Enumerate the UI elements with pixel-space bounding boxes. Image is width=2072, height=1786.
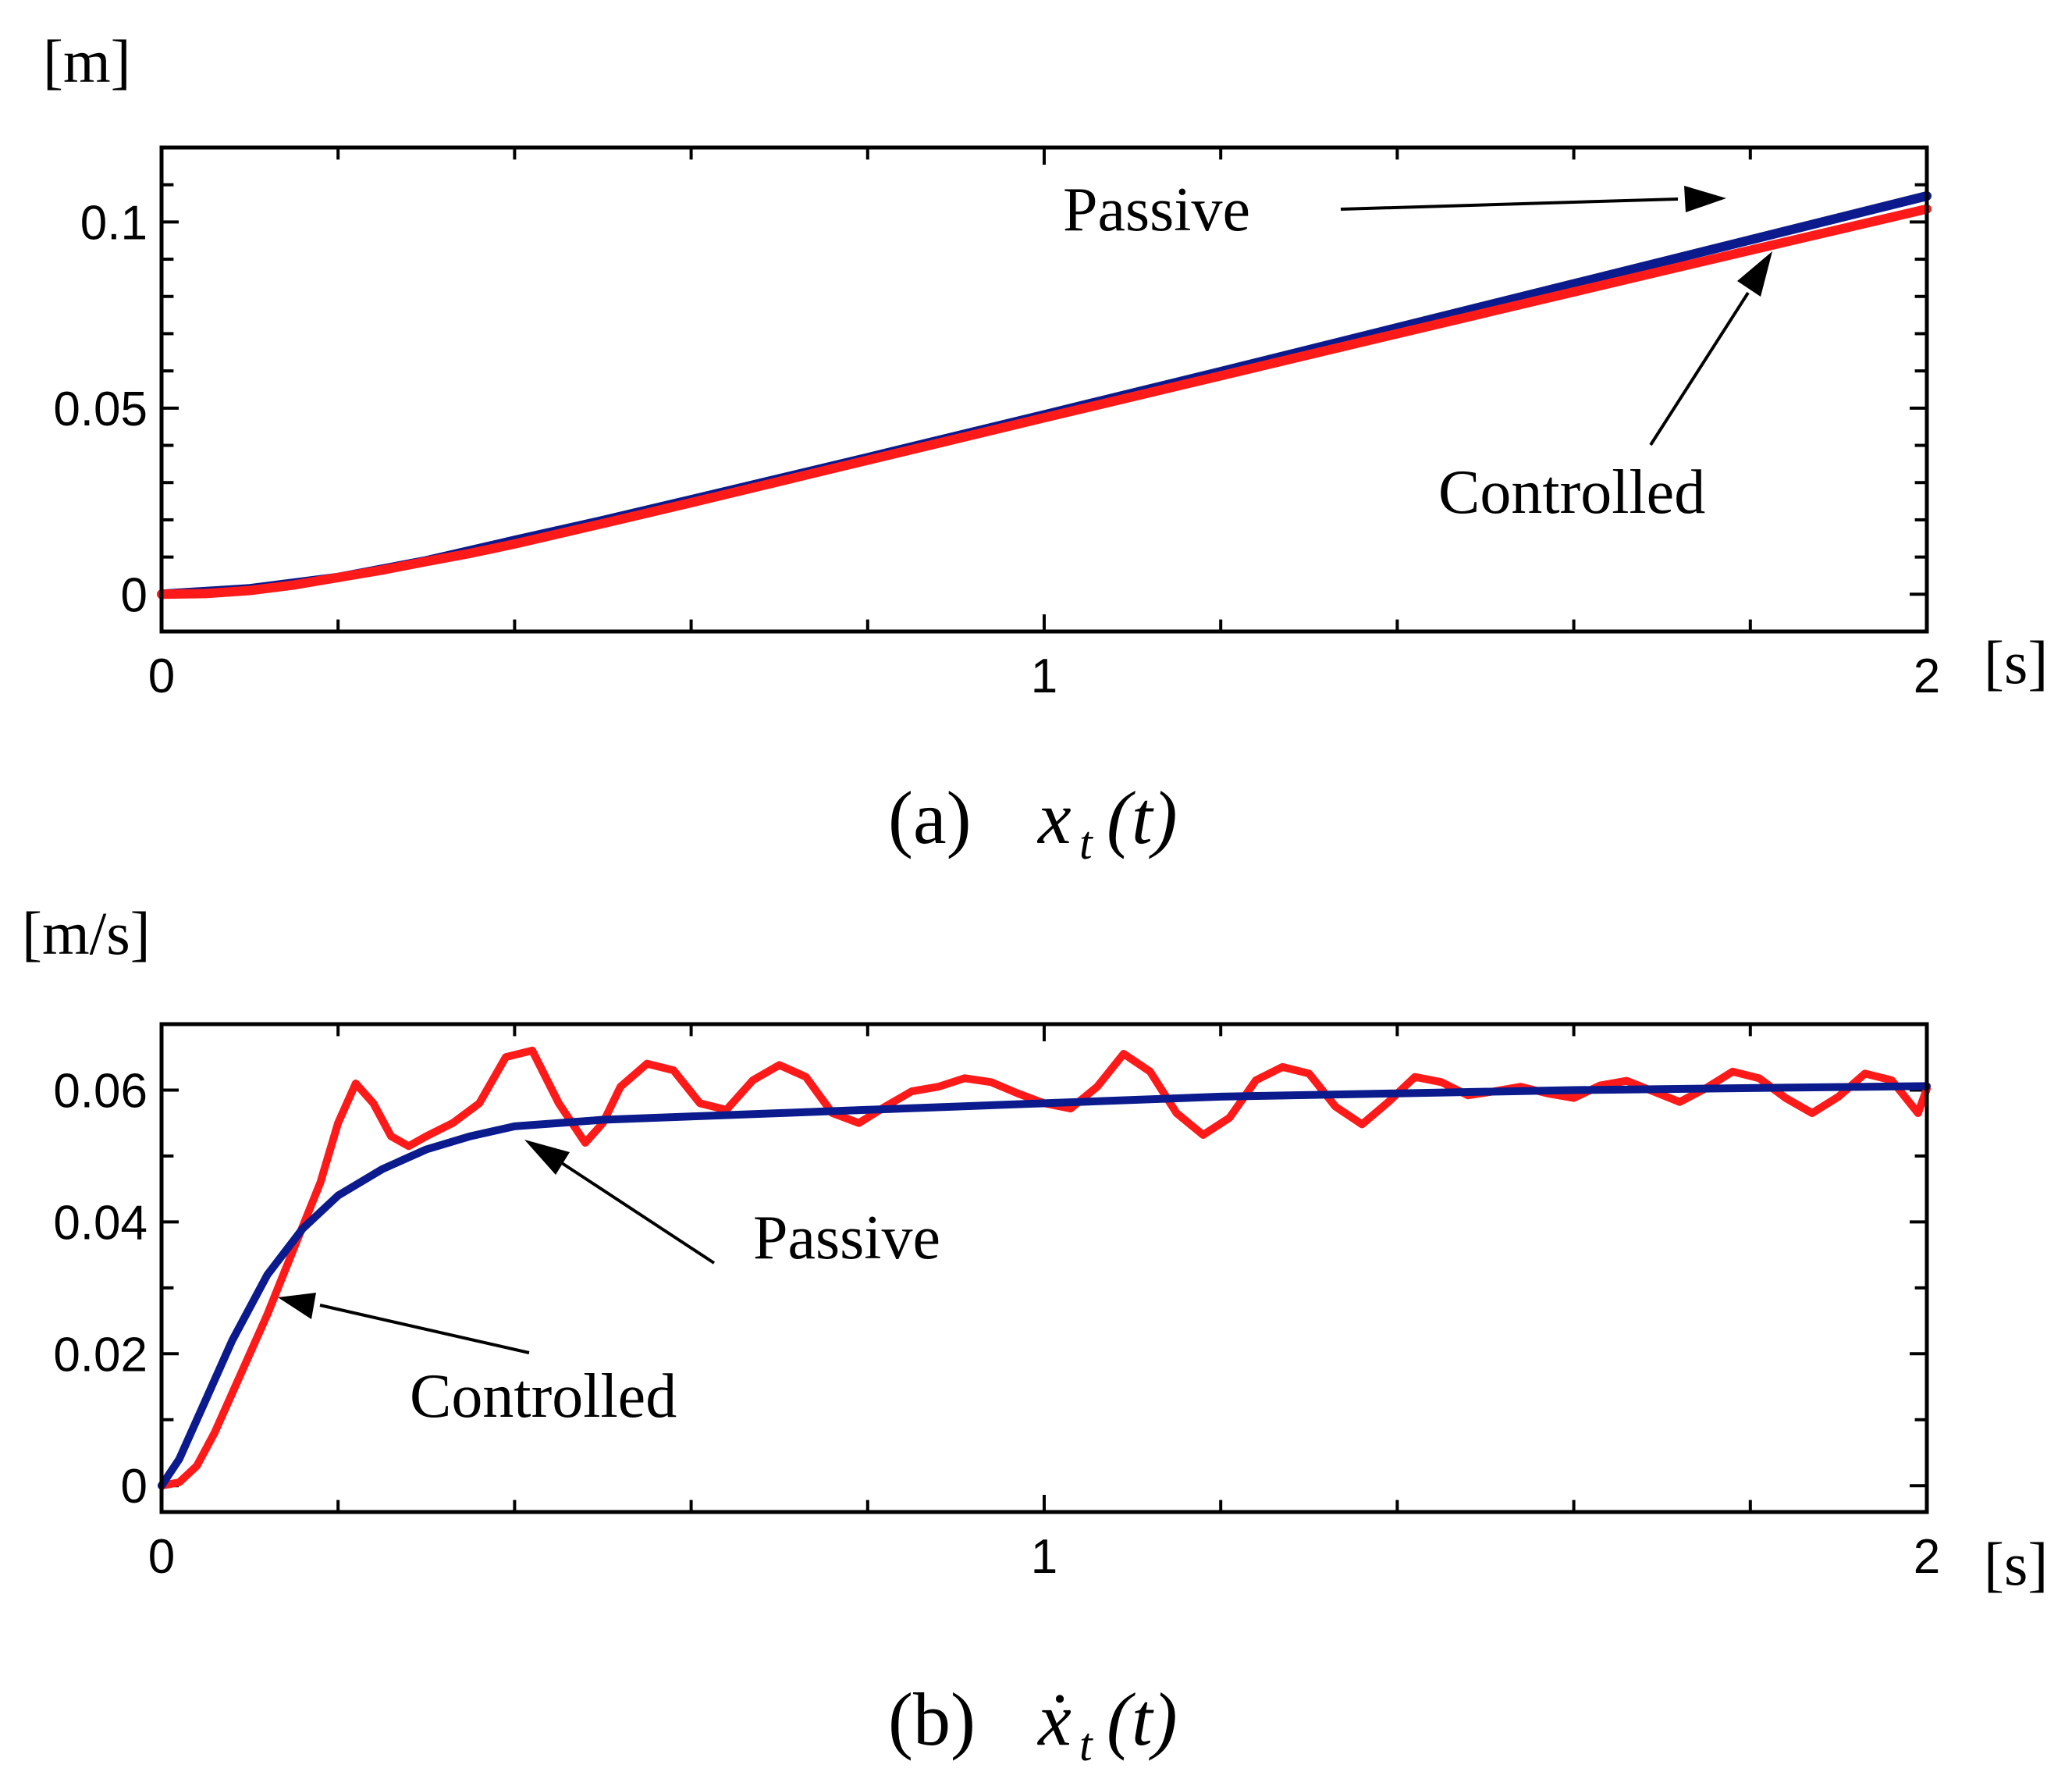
panel-b-controlled-label: Controlled [410,1362,677,1431]
panel-a-controlled-arrow-head [1737,251,1772,297]
panel-a-annotations: Passive Controlled [1063,176,1772,527]
panel-b-passive-arrow-head [524,1140,570,1175]
panel-b-series [158,1046,1931,1490]
panel-b-series-controlled [158,1046,1931,1490]
panel-a-ytick-label: 0 [121,568,147,622]
panel-b-x-unit: [s] [1984,1530,2048,1598]
panel-b-passive-arrow-line [560,1162,716,1265]
panel-a-x-unit: [s] [1984,628,2048,696]
panel-b-caption: (b) ẋ t (t) [888,1677,1178,1770]
panel-a-ticks: 0 1 2 0 0.05 0.1 [53,148,1940,703]
panel-a-ytick-label: 0.05 [53,382,147,436]
panel-b-velocity-plot: [m/s] [s] 0 1 2 0 0.02 0.04 0.06 Passive Contr… [22,899,2048,1770]
panel-b-controlled-arrow-head [278,1293,316,1319]
panel-a-caption-symbol: x [1036,776,1072,859]
panel-b-ytick-label: 0.06 [53,1064,147,1118]
panel-b-controlled-arrow-line [319,1304,530,1354]
panel-a-position-plot: [m] [s] 0 1 2 0 0.05 0.1 Passive Controlled (… [43,27,2048,869]
panel-a-series [157,191,1932,599]
panel-b-passive-label: Passive [753,1204,940,1272]
panel-b-plot-frame [159,1022,1929,1514]
panel-a-xtick-label: 2 [1914,649,1940,703]
panel-b-caption-argument: (t) [1107,1677,1178,1761]
panel-b-ticks: 0 1 2 0 0.02 0.04 0.06 [53,1024,1940,1584]
panel-b-xtick-label: 2 [1914,1530,1940,1584]
panel-b-caption-symbol: ẋ [1037,1677,1072,1761]
panel-a-xtick-label: 0 [148,649,175,703]
panel-b-ytick-label: 0 [121,1460,147,1514]
panel-b-xtick-label: 0 [148,1530,175,1584]
panel-b-xtick-label: 1 [1031,1530,1057,1584]
panel-b-caption-subscript: t [1079,1719,1093,1770]
panel-b-ytick-label: 0.04 [53,1196,147,1250]
panel-a-passive-arrow-line [1340,197,1679,211]
panel-b-y-unit: [m/s] [22,899,151,967]
panel-a-series-passive [157,191,1932,599]
panel-a-ytick-label: 0.1 [80,196,147,250]
panel-b-series-passive [158,1082,1931,1490]
panel-a-caption-label: (a) [888,776,972,859]
panel-b-caption-label: (b) [888,1677,976,1761]
panel-a-caption: (a) x t (t) [888,776,1178,869]
panel-b-annotations: Passive Controlled [278,1140,940,1431]
panel-a-caption-argument: (t) [1107,776,1178,859]
panel-a-controlled-arrow-line [1649,291,1750,446]
panel-a-xtick-label: 1 [1031,649,1057,703]
panel-a-plot-frame [159,145,1929,634]
panel-a-caption-subscript: t [1079,817,1093,869]
panel-a-series-controlled [157,204,1932,599]
panel-a-passive-label: Passive [1063,176,1250,244]
panel-b-ytick-label: 0.02 [53,1328,147,1382]
panel-a-controlled-label: Controlled [1438,458,1705,527]
panel-a-y-unit: [m] [43,27,131,95]
panel-a-passive-arrow-head [1684,186,1726,212]
